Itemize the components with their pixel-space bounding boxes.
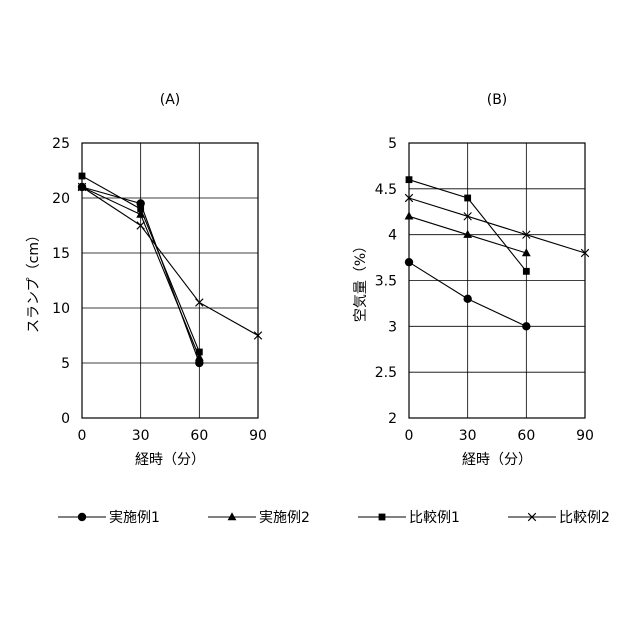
legend-entry-1: 実施例1	[58, 510, 160, 526]
chart-b-ytick-label: 3.5	[375, 274, 397, 290]
chart-b-xtick-label: 0	[405, 428, 414, 444]
legend-entry-2: 実施例2	[208, 510, 310, 526]
chart-a-ytick-label: 10	[52, 301, 70, 317]
legend-marker-1	[78, 513, 86, 521]
chart-a-series-3-point	[79, 173, 86, 180]
chart-b-ytick-label: 5	[388, 136, 397, 152]
chart-a-ytick-label: 0	[61, 411, 70, 427]
chart-b-series-1-point	[522, 322, 530, 330]
chart-b-series-3-point	[523, 268, 530, 275]
chart-b-series-3-point	[406, 176, 413, 183]
chart-a-xtick-label: 30	[132, 428, 150, 444]
legend-label-1: 実施例1	[109, 510, 160, 526]
chart-b-series-3-point	[464, 195, 471, 202]
chart-b-ytick-label: 2.5	[375, 365, 397, 381]
chart-b-ytick-label: 2	[388, 411, 397, 427]
chart-b-series-1-point	[463, 295, 471, 303]
chart-b-xtick-label: 30	[459, 428, 477, 444]
chart-b-xtick-label: 90	[576, 428, 594, 444]
legend-marker-2	[228, 512, 237, 520]
chart-b-series-1-point	[405, 258, 413, 266]
chart-a-series-3-point	[196, 349, 203, 356]
legend-entry-3: 比較例1	[358, 510, 460, 526]
chart-a-ytick-label: 25	[52, 136, 70, 152]
chart-a-xtick-label: 0	[78, 428, 87, 444]
chart-b: (B) 2 2.5 3 3.5 4 4.5 5 0 30 60 90 経時（分） 空気量（%）	[353, 92, 594, 468]
legend-label-2: 実施例2	[259, 510, 310, 526]
chart-b-ytick-label: 4.5	[375, 182, 397, 198]
chart-a-series-4	[78, 183, 262, 339]
chart-a-series-4-line	[82, 187, 258, 336]
chart-a-title: (A)	[160, 92, 181, 108]
chart-b-grid	[409, 143, 585, 418]
chart-a-xtick-label: 90	[249, 428, 267, 444]
chart-b-ylabel: 空気量（%）	[353, 239, 369, 322]
chart-b-title: (B)	[487, 92, 508, 108]
chart-b-series-4-line	[409, 198, 585, 253]
legend-label-4: 比較例2	[559, 510, 610, 526]
legend-label-3: 比較例1	[409, 510, 460, 526]
chart-b-ytick-label: 4	[388, 228, 397, 244]
chart-a-ylabel: スランプ（cm）	[26, 228, 42, 333]
chart-a: (A) 0 5 10 15 20 25 0 30 60 90 経時（分） スランプ（cm）	[26, 92, 267, 468]
chart-a-ytick-label: 15	[52, 246, 70, 262]
chart-b-xtick-label: 60	[517, 428, 535, 444]
chart-b-series-2-point	[405, 212, 414, 220]
chart-b-ytick-label: 3	[388, 319, 397, 335]
chart-a-xtick-label: 60	[190, 428, 208, 444]
chart-b-series-4	[405, 194, 589, 257]
chart-a-ytick-label: 5	[61, 356, 70, 372]
legend-entry-4: 比較例2	[508, 510, 610, 526]
legend: 実施例1 実施例2 比較例1 比較例2	[58, 510, 610, 526]
chart-a-series-3-point	[137, 206, 144, 213]
legend-marker-3	[379, 514, 386, 521]
chart-b-xlabel: 経時（分）	[462, 452, 532, 468]
chart-a-xlabel: 経時（分）	[135, 452, 205, 468]
chart-a-ytick-label: 20	[52, 191, 70, 207]
